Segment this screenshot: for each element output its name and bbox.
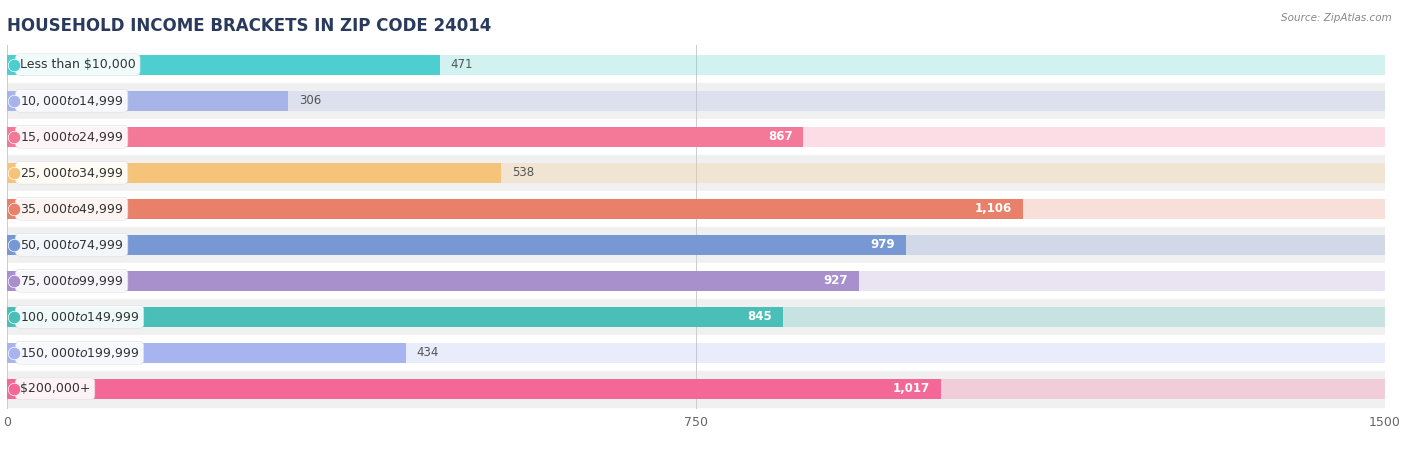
Text: Less than $10,000: Less than $10,000 [20, 58, 135, 71]
Text: $75,000 to $99,999: $75,000 to $99,999 [20, 274, 124, 288]
Bar [7, 271, 1385, 291]
Bar [7, 307, 1385, 327]
Bar [7, 199, 1024, 219]
Text: 927: 927 [823, 274, 848, 287]
Bar [7, 199, 1385, 219]
Text: $35,000 to $49,999: $35,000 to $49,999 [20, 202, 124, 216]
Text: 1,106: 1,106 [974, 202, 1012, 215]
Text: 306: 306 [299, 94, 322, 107]
Text: 867: 867 [768, 130, 793, 143]
Bar [7, 335, 1385, 371]
Text: 471: 471 [451, 58, 474, 71]
Text: 538: 538 [512, 166, 534, 179]
Bar [7, 83, 1385, 119]
Bar [7, 155, 1385, 191]
Bar [7, 127, 803, 147]
Bar [7, 371, 1385, 407]
Bar [7, 299, 1385, 335]
Bar [7, 343, 1385, 363]
Bar [7, 235, 907, 255]
Bar [7, 91, 288, 110]
Text: $25,000 to $34,999: $25,000 to $34,999 [20, 166, 124, 180]
Text: 979: 979 [870, 238, 896, 251]
Text: 845: 845 [748, 310, 772, 323]
Bar [7, 91, 1385, 110]
Bar [7, 119, 1385, 155]
Text: 1,017: 1,017 [893, 382, 931, 395]
Bar [7, 227, 1385, 263]
Bar [7, 379, 941, 399]
Bar [7, 47, 1385, 83]
Bar [7, 271, 859, 291]
Text: $10,000 to $14,999: $10,000 to $14,999 [20, 94, 124, 108]
Bar [7, 379, 1385, 399]
Bar [7, 127, 1385, 147]
Bar [7, 307, 783, 327]
Text: $50,000 to $74,999: $50,000 to $74,999 [20, 238, 124, 252]
Bar [7, 163, 1385, 183]
Bar [7, 55, 1385, 75]
Text: Source: ZipAtlas.com: Source: ZipAtlas.com [1281, 13, 1392, 23]
Text: $100,000 to $149,999: $100,000 to $149,999 [20, 310, 139, 324]
Bar [7, 343, 406, 363]
Bar [7, 55, 440, 75]
Text: HOUSEHOLD INCOME BRACKETS IN ZIP CODE 24014: HOUSEHOLD INCOME BRACKETS IN ZIP CODE 24… [7, 17, 492, 35]
Text: $150,000 to $199,999: $150,000 to $199,999 [20, 346, 139, 360]
Bar [7, 263, 1385, 299]
Bar [7, 235, 1385, 255]
Text: $200,000+: $200,000+ [20, 382, 90, 395]
Text: 434: 434 [416, 346, 439, 359]
Text: $15,000 to $24,999: $15,000 to $24,999 [20, 130, 124, 144]
Bar [7, 163, 501, 183]
Bar [7, 191, 1385, 227]
